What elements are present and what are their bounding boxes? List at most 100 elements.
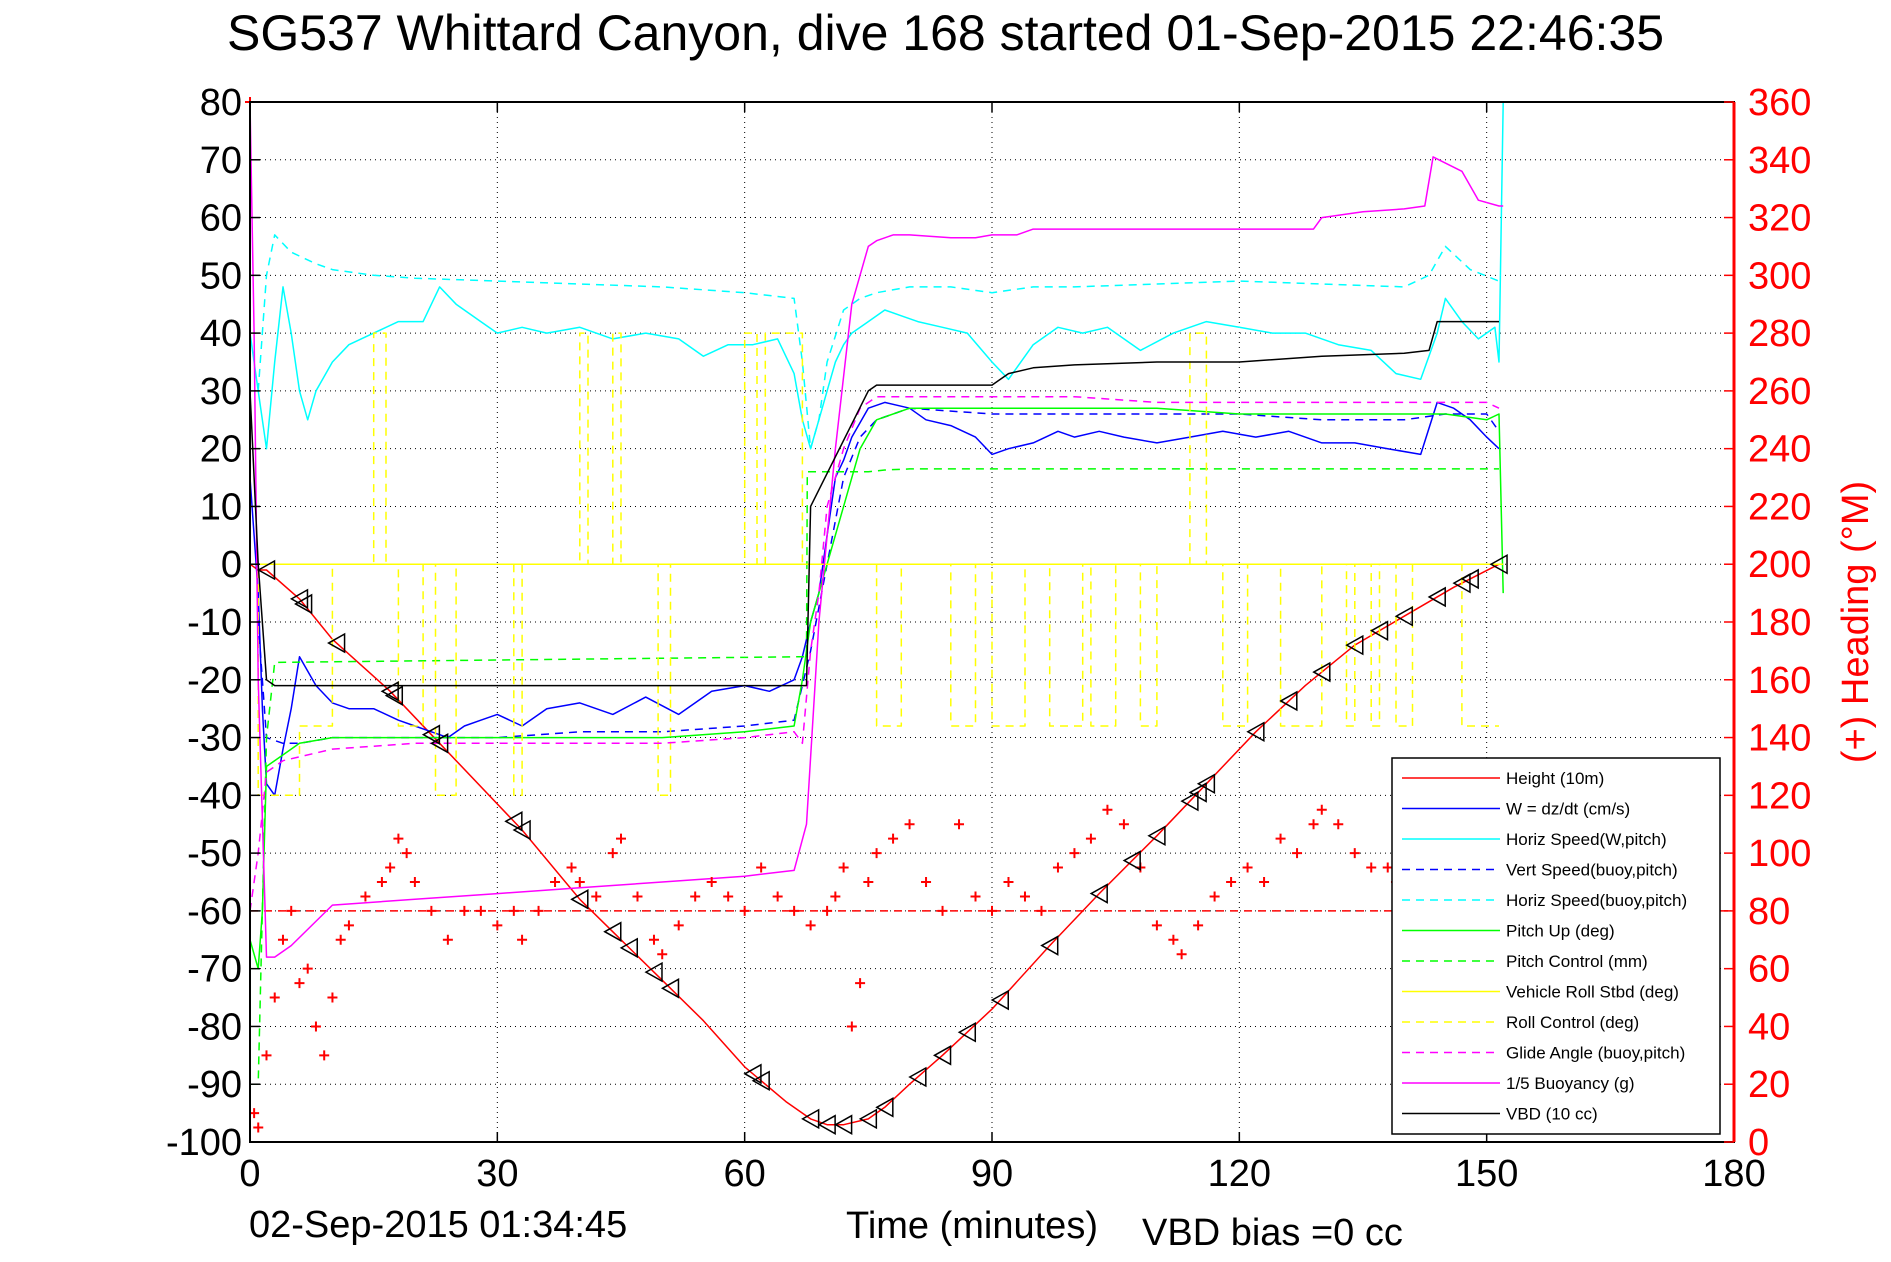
heading-point (937, 905, 948, 916)
legend-label-pitch_up: Pitch Up (deg) (1506, 922, 1615, 941)
y-tick-label: -40 (187, 775, 242, 817)
heading-point (616, 833, 626, 844)
right-y-tick-label: 20 (1748, 1064, 1790, 1106)
heading-point (657, 949, 668, 960)
heading-point (789, 905, 800, 916)
legend-label-buoyancy: 1/5 Buoyancy (g) (1506, 1074, 1635, 1093)
triangle-markers (256, 553, 1508, 1135)
heading-point (1118, 819, 1129, 830)
heading-point (574, 877, 585, 887)
right-y-axis-label: (+) Heading (°M) (1835, 481, 1877, 763)
y-tick-label: -70 (187, 949, 242, 991)
heading-point (508, 905, 519, 916)
series-line-roll_control (250, 332, 1499, 797)
heading-point (871, 848, 882, 859)
heading-point (1292, 848, 1303, 859)
height-marker (957, 1021, 977, 1043)
series-line-vert_buoy (257, 407, 1500, 745)
right-y-tick-label: 100 (1748, 833, 1811, 875)
y-tick-label: -80 (187, 1006, 242, 1048)
height-marker (875, 1097, 894, 1118)
right-y-tick-label: 0 (1748, 1122, 1769, 1164)
y-tick-label: -20 (187, 660, 242, 702)
heading-point (1036, 905, 1047, 916)
height-marker (1180, 790, 1199, 812)
right-y-tick-label: 60 (1748, 949, 1790, 991)
y-tick-label: 80 (200, 82, 242, 124)
heading-point (1085, 833, 1096, 844)
heading-point (1333, 819, 1344, 830)
heading-point (253, 1122, 264, 1133)
y-tick-label: -30 (187, 718, 242, 760)
heading-point (805, 920, 816, 931)
heading-point (517, 934, 528, 945)
x-tick-label: 120 (1208, 1153, 1271, 1195)
height-marker (384, 685, 404, 706)
legend-label-pitch_control: Pitch Control (mm) (1506, 952, 1648, 971)
heading-point (360, 891, 371, 902)
heading-point (310, 1021, 321, 1032)
height-marker (380, 681, 399, 702)
legend-label-horiz_buoy: Horiz Speed(buoy,pitch) (1506, 891, 1687, 910)
heading-point (1308, 819, 1319, 830)
height-marker (933, 1045, 952, 1066)
y-tick-label: -10 (187, 602, 242, 644)
heading-point (921, 877, 932, 887)
height-marker (1460, 568, 1479, 590)
heading-point (1193, 920, 1204, 931)
heading-point (591, 891, 602, 902)
height-marker (644, 961, 663, 983)
height-marker (1246, 721, 1265, 743)
height-marker (1279, 690, 1298, 712)
heading-point (1366, 862, 1377, 873)
heading-point (822, 905, 833, 916)
legend-label-w: W = dz/dt (cm/s) (1506, 800, 1630, 819)
height-marker (430, 733, 449, 754)
height-marker (504, 811, 523, 832)
right-y-tick-label: 360 (1748, 82, 1811, 124)
y-tick-label: 60 (200, 198, 242, 240)
height-marker (1345, 634, 1364, 656)
heading-point (723, 891, 734, 902)
axes: 0 30 60 90 120 150 18080706050403020100-10-20-… (166, 82, 1877, 1247)
heading-point (1275, 833, 1286, 844)
heading-point (632, 891, 643, 902)
height-marker (1040, 935, 1059, 956)
legend-label-roll: Vehicle Roll Stbd (deg) (1506, 983, 1679, 1002)
right-y-tick-label: 120 (1748, 775, 1811, 817)
heading-point (756, 862, 767, 873)
heading-point (954, 819, 965, 830)
heading-point (459, 905, 470, 916)
right-y-tick-label: 140 (1748, 718, 1811, 760)
height-marker (603, 921, 622, 942)
heading-point (1019, 891, 1030, 902)
legend-label-height: Height (10m) (1506, 769, 1604, 788)
height-marker (1394, 605, 1413, 627)
heading-point (533, 905, 544, 916)
height-marker (619, 937, 638, 959)
heading-point (1316, 804, 1327, 815)
heading-point (863, 877, 874, 887)
heading-point (648, 934, 659, 945)
heading-point (475, 905, 486, 916)
right-y-tick-label: 300 (1748, 255, 1811, 297)
right-y-tick-label: 320 (1748, 198, 1811, 240)
heading-point (393, 833, 404, 844)
x-tick-label: 30 (476, 1153, 518, 1195)
height-marker (908, 1066, 927, 1088)
heading-point (566, 862, 577, 873)
heading-point (904, 819, 915, 830)
heading-point (1259, 877, 1270, 887)
height-marker (1122, 850, 1141, 871)
chart-title: SG537 Whittard Canyon, dive 168 started … (226, 5, 1665, 61)
height-marker (289, 588, 309, 610)
right-y-tick-label: 40 (1748, 1006, 1790, 1048)
heading-point (1349, 848, 1360, 859)
height-marker (1196, 773, 1216, 795)
y-tick-label: 50 (200, 255, 242, 297)
right-y-tick-label: 280 (1748, 313, 1811, 355)
heading-point (970, 891, 981, 902)
heading-point (987, 905, 997, 916)
heading-point (343, 920, 354, 931)
y-tick-label: 40 (200, 313, 242, 355)
